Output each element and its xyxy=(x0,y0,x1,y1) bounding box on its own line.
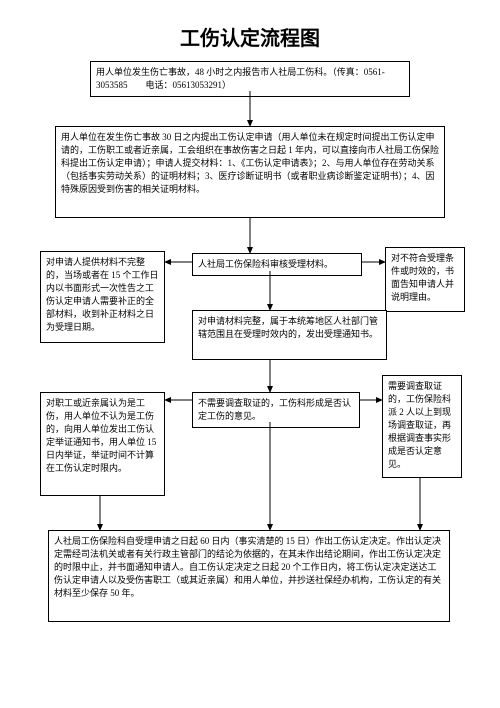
flow-node-n6: 对申请材料完整，属于本统筹地区人社部门管辖范围且在受理时效内的，发出受理通知书。 xyxy=(192,310,387,360)
page-title: 工伤认定流程图 xyxy=(0,0,500,51)
flow-node-n7: 对职工或近亲属认为是工伤，用人单位不认为是工伤的，向用人单位发出工伤认定举证通知… xyxy=(40,392,165,496)
flow-node-n10: 人社局工伤保险科自受理申请之日起 60 日内（事实清楚的 15 日）作出工伤认定… xyxy=(48,530,450,622)
flow-node-n3: 对申请人提供材料不完整的，当场或者在 15 个工作日内以书面形式一次性告之工伤认… xyxy=(40,251,165,343)
flow-node-n9: 需要调查取证的，工伤保险科派 2 人以上到现场调查取证，再根据调查事实形成是否认… xyxy=(382,375,462,478)
flow-node-n2: 用人单位在发生伤亡事故 30 日之内提出工伤认定申请（用人单位未在规定时间提出工… xyxy=(55,126,445,218)
flow-node-n4: 人社局工伤保险科审核受理材料。 xyxy=(192,253,362,276)
flow-node-n8: 不需要调查取证的，工伤科形成是否认定工伤的意见。 xyxy=(192,392,360,428)
flow-node-n5: 对不符合受理条件或时效的，书面告知申请人并说明理由。 xyxy=(385,247,465,312)
flow-node-n1: 用人单位发生伤亡事故，48 小时之内报告市人社局工伤科。（传真：0561-305… xyxy=(90,61,410,97)
